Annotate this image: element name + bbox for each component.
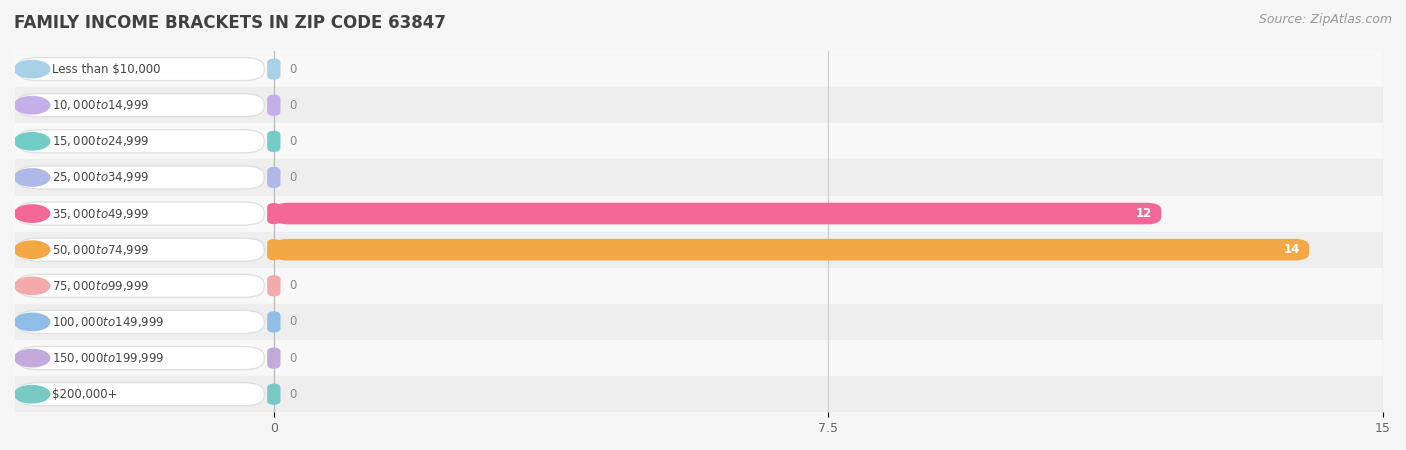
Text: $10,000 to $14,999: $10,000 to $14,999 bbox=[52, 98, 149, 112]
Circle shape bbox=[14, 313, 49, 331]
Text: FAMILY INCOME BRACKETS IN ZIP CODE 63847: FAMILY INCOME BRACKETS IN ZIP CODE 63847 bbox=[14, 14, 446, 32]
Circle shape bbox=[14, 133, 49, 150]
FancyBboxPatch shape bbox=[267, 58, 280, 80]
Bar bbox=[15, 123, 1384, 159]
Text: 0: 0 bbox=[290, 63, 297, 76]
Text: 0: 0 bbox=[290, 279, 297, 292]
Circle shape bbox=[14, 241, 49, 258]
Text: $35,000 to $49,999: $35,000 to $49,999 bbox=[52, 207, 149, 220]
Text: 0: 0 bbox=[290, 388, 297, 400]
Bar bbox=[15, 87, 1384, 123]
Text: $150,000 to $199,999: $150,000 to $199,999 bbox=[52, 351, 165, 365]
Bar bbox=[15, 304, 1384, 340]
Text: $15,000 to $24,999: $15,000 to $24,999 bbox=[52, 134, 149, 148]
Text: $50,000 to $74,999: $50,000 to $74,999 bbox=[52, 243, 149, 256]
Text: $25,000 to $34,999: $25,000 to $34,999 bbox=[52, 171, 149, 184]
FancyBboxPatch shape bbox=[267, 275, 280, 297]
Bar bbox=[15, 376, 1384, 412]
FancyBboxPatch shape bbox=[17, 274, 264, 297]
Text: 0: 0 bbox=[290, 171, 297, 184]
Circle shape bbox=[14, 386, 49, 403]
Text: 0: 0 bbox=[290, 99, 297, 112]
FancyBboxPatch shape bbox=[17, 202, 264, 225]
Bar bbox=[15, 195, 1384, 232]
FancyBboxPatch shape bbox=[267, 166, 280, 188]
FancyBboxPatch shape bbox=[267, 130, 280, 152]
FancyBboxPatch shape bbox=[17, 382, 264, 406]
FancyBboxPatch shape bbox=[267, 347, 280, 369]
FancyBboxPatch shape bbox=[17, 238, 264, 261]
FancyBboxPatch shape bbox=[274, 239, 1309, 261]
Text: 0: 0 bbox=[290, 351, 297, 364]
Bar bbox=[15, 51, 1384, 87]
FancyBboxPatch shape bbox=[267, 203, 280, 225]
FancyBboxPatch shape bbox=[267, 239, 280, 261]
Text: 0: 0 bbox=[290, 135, 297, 148]
Circle shape bbox=[14, 169, 49, 186]
Text: 14: 14 bbox=[1284, 243, 1301, 256]
FancyBboxPatch shape bbox=[17, 58, 264, 81]
FancyBboxPatch shape bbox=[267, 383, 280, 405]
FancyBboxPatch shape bbox=[17, 346, 264, 369]
Circle shape bbox=[14, 60, 49, 78]
Circle shape bbox=[14, 349, 49, 367]
FancyBboxPatch shape bbox=[17, 310, 264, 333]
FancyBboxPatch shape bbox=[267, 94, 280, 116]
Circle shape bbox=[14, 205, 49, 222]
Bar bbox=[15, 159, 1384, 195]
Bar bbox=[15, 340, 1384, 376]
Bar bbox=[15, 232, 1384, 268]
Text: Less than $10,000: Less than $10,000 bbox=[52, 63, 160, 76]
FancyBboxPatch shape bbox=[267, 311, 280, 333]
Text: Source: ZipAtlas.com: Source: ZipAtlas.com bbox=[1258, 14, 1392, 27]
FancyBboxPatch shape bbox=[274, 203, 1161, 225]
Circle shape bbox=[14, 277, 49, 294]
Bar bbox=[15, 268, 1384, 304]
Circle shape bbox=[14, 96, 49, 114]
Text: $100,000 to $149,999: $100,000 to $149,999 bbox=[52, 315, 165, 329]
FancyBboxPatch shape bbox=[17, 130, 264, 153]
Text: 0: 0 bbox=[290, 315, 297, 328]
FancyBboxPatch shape bbox=[17, 94, 264, 117]
Text: 12: 12 bbox=[1136, 207, 1153, 220]
Text: $200,000+: $200,000+ bbox=[52, 388, 118, 400]
Text: $75,000 to $99,999: $75,000 to $99,999 bbox=[52, 279, 149, 293]
FancyBboxPatch shape bbox=[17, 166, 264, 189]
